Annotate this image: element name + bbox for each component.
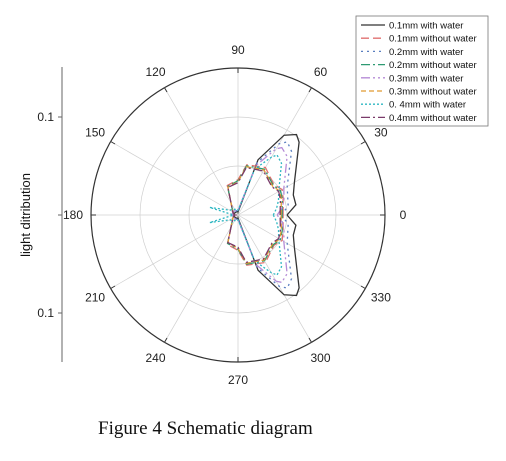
radial-tick-label-bottom: 0.1 (37, 306, 54, 320)
polar-spoke (237, 214, 366, 289)
angle-tick-mark (360, 285, 366, 289)
radial-axis: 0.1 0.1 light ditribution (18, 67, 63, 362)
legend-label: 0.2mm without water (389, 60, 477, 71)
polar-spoke (110, 141, 239, 216)
legend-label: 0.2mm with water (389, 47, 463, 58)
polar-spoke (237, 141, 366, 216)
series-line (227, 166, 282, 264)
series-line (226, 165, 283, 265)
angle-tick-mark (110, 285, 116, 289)
angle-tick-mark (164, 87, 168, 93)
series-layer (209, 133, 300, 297)
legend-label: 0.4mm without water (389, 113, 477, 124)
angle-tick-label: 270 (228, 373, 248, 387)
polar-grid (90, 67, 386, 363)
angle-tick-mark (110, 141, 116, 145)
angle-tick-label: 210 (85, 291, 105, 305)
legend-label: 0.3mm with water (389, 73, 463, 84)
angle-tick-label: 90 (231, 43, 245, 57)
polar-spoke (164, 87, 239, 216)
angle-tick-label: 150 (85, 126, 105, 140)
angle-tick-label: 300 (310, 351, 330, 365)
angle-tick-mark (164, 337, 168, 343)
angle-tick-labels: 0 30 60 90 120 150 180 210 240 270 300 330 (63, 43, 407, 387)
legend-label: 0.1mm without water (389, 34, 477, 45)
legend-box (355, 15, 489, 127)
angle-tick-mark (308, 87, 312, 93)
angle-tick-label: 240 (145, 351, 165, 365)
y-axis-label: light ditribution (18, 173, 33, 257)
angle-tick-label: 60 (314, 65, 328, 79)
legend-label: 0. 4mm with water (389, 100, 466, 111)
angle-tick-mark (308, 337, 312, 343)
polar-spoke (237, 87, 312, 216)
polar-spoke (164, 214, 239, 343)
legend-label: 0.3mm without water (389, 87, 477, 98)
figure-caption: Figure 4 Schematic diagram (98, 418, 313, 439)
legend-label: 0.1mm with water (389, 21, 463, 32)
radial-tick-label-top: 0.1 (37, 110, 54, 124)
series-line (231, 146, 288, 284)
legend-items: 0.1mm with water 0.1mm without water 0.2mm… (361, 21, 477, 124)
legend: 0.1mm with water 0.1mm without water 0.2mm… (355, 15, 489, 127)
angle-tick-label: 330 (371, 291, 391, 305)
polar-spoke (110, 214, 239, 289)
angle-tick-label: 0 (400, 208, 407, 222)
angle-tick-mark (360, 141, 366, 145)
angle-tick-label: 180 (63, 208, 83, 222)
polar-spoke (237, 214, 312, 343)
angle-tick-label: 120 (145, 65, 165, 79)
angle-tick-label: 30 (374, 126, 388, 140)
